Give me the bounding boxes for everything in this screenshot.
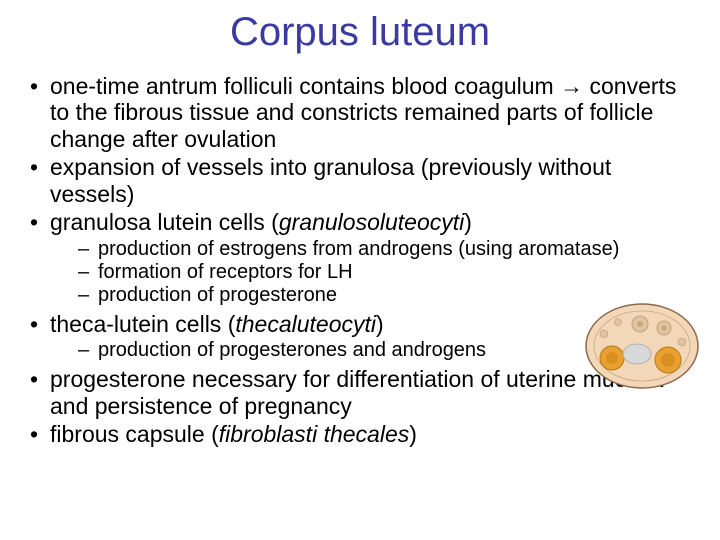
sub-text: formation of receptors for LH: [98, 261, 353, 283]
bullet-text: ): [409, 421, 417, 447]
sub-item: production of estrogens from androgens (…: [78, 238, 692, 261]
bullet-text: ): [376, 311, 384, 337]
sub-text: production of estrogens from androgens (…: [98, 238, 619, 260]
bullet-item: expansion of vessels into granulosa (pre…: [28, 154, 692, 207]
slide-container: Corpus luteum one-time antrum folliculi …: [0, 0, 720, 540]
bullet-text: granulosa lutein cells (: [50, 209, 279, 235]
sub-list: production of estrogens from androgens (…: [50, 238, 692, 307]
bullet-text: one-time antrum folliculi contains blood…: [50, 73, 676, 152]
bullet-item: one-time antrum folliculi contains blood…: [28, 73, 692, 152]
bullet-item: granulosa lutein cells (granulosoluteocy…: [28, 209, 692, 306]
bullet-text: ): [464, 209, 472, 235]
sub-text: production of progesterone: [98, 284, 337, 306]
bullet-text: theca-lutein cells (: [50, 311, 235, 337]
bullet-text: progesterone necessary for differentiati…: [50, 366, 663, 418]
bullet-item: fibrous capsule (fibroblasti thecales): [28, 421, 692, 447]
sub-item: formation of receptors for LH: [78, 261, 692, 284]
slide-title: Corpus luteum: [28, 10, 692, 55]
bullet-italic: thecaluteocyti: [235, 311, 376, 337]
bullet-italic: granulosoluteocyti: [279, 209, 464, 235]
ovary-illustration: [582, 298, 702, 393]
bullet-italic: fibroblasti thecales: [219, 421, 410, 447]
bullet-text: expansion of vessels into granulosa (pre…: [50, 154, 611, 206]
bullet-text: fibrous capsule (: [50, 421, 219, 447]
sub-text: production of progesterones and androgen…: [98, 339, 486, 361]
